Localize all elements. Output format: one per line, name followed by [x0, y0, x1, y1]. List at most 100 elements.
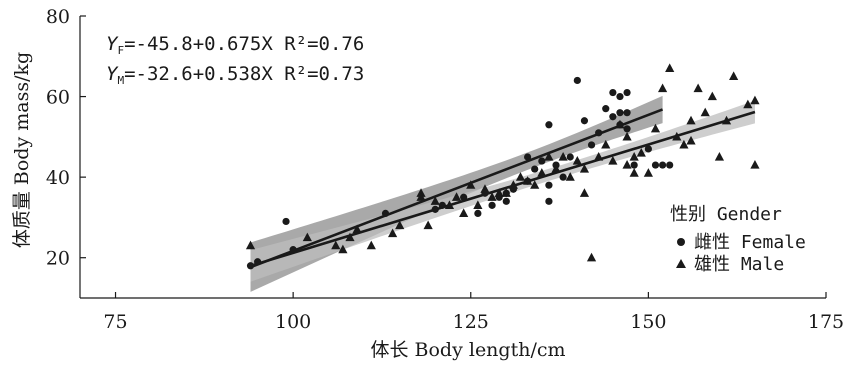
female-point — [666, 161, 674, 169]
female-point — [630, 161, 638, 169]
female-point — [623, 125, 631, 133]
male-point — [352, 224, 362, 234]
male-point — [657, 83, 668, 93]
male-point — [750, 95, 760, 105]
regression-line-female — [250, 108, 664, 269]
male-point — [388, 228, 398, 238]
male-point — [565, 172, 575, 181]
regression-line-male — [250, 110, 756, 268]
female-point — [623, 109, 631, 117]
female-point — [602, 105, 610, 113]
male-point — [643, 168, 653, 177]
female-point — [488, 201, 496, 209]
male-point — [537, 168, 547, 177]
male-point — [558, 152, 568, 161]
y-tick-label: 80 — [46, 6, 70, 28]
female-point — [531, 165, 539, 173]
male-point — [245, 240, 256, 250]
male-point — [480, 184, 490, 193]
female-point — [651, 161, 660, 169]
male-point — [366, 240, 376, 250]
male-point — [302, 232, 312, 242]
male-point — [572, 156, 582, 165]
male-point — [679, 139, 689, 149]
male-point — [586, 252, 597, 262]
regression-lines — [250, 108, 756, 269]
male-point — [451, 192, 462, 201]
legend-title: 性别 Gender — [670, 204, 782, 225]
male-equation: YM=-32.6+0.538X R²=0.73 — [106, 63, 364, 87]
male-point — [494, 188, 504, 197]
y-tick-label: 40 — [46, 167, 70, 189]
male-point — [544, 152, 554, 161]
male-point — [622, 160, 632, 169]
female-point — [246, 262, 255, 270]
male-point — [672, 131, 682, 141]
legend: 性别 Gender 雌性 Female 雄性 Male — [670, 204, 806, 275]
female-point — [587, 141, 596, 149]
male-point — [551, 164, 561, 173]
male-point — [665, 63, 675, 72]
male-point — [466, 180, 476, 189]
female-point — [566, 153, 574, 161]
female-point — [460, 193, 468, 201]
female-point — [431, 205, 439, 213]
male-point — [345, 232, 355, 242]
x-tick-label: 100 — [275, 311, 311, 333]
male-point — [686, 135, 696, 145]
male-point — [523, 176, 533, 185]
male-point — [622, 131, 632, 141]
male-point — [473, 200, 483, 209]
female-point — [545, 181, 553, 189]
male-point — [331, 240, 341, 250]
male-point — [686, 115, 696, 125]
male-point — [423, 220, 433, 230]
male-point — [693, 83, 703, 93]
male-point — [579, 188, 590, 197]
male-point — [444, 200, 455, 209]
female-point — [609, 88, 617, 97]
male-point — [515, 172, 526, 181]
male-point — [707, 91, 717, 101]
male-point — [629, 152, 639, 161]
male-point — [430, 196, 440, 205]
male-point — [338, 244, 348, 254]
female-point — [289, 246, 297, 254]
male-point — [395, 220, 405, 230]
male-point — [750, 160, 760, 169]
male-point — [700, 107, 710, 117]
female-point — [644, 145, 652, 153]
male-point — [487, 192, 497, 201]
male-point — [721, 115, 732, 125]
x-tick-label: 150 — [630, 311, 666, 333]
legend-female-marker — [677, 238, 685, 246]
male-point — [629, 168, 639, 177]
male-point — [508, 180, 518, 189]
female-point — [573, 76, 581, 85]
female-point — [524, 153, 532, 161]
x-axis-label: 体长 Body length/cm — [370, 339, 565, 361]
female-point — [381, 209, 390, 217]
male-point — [608, 156, 618, 165]
x-tick-label: 125 — [453, 311, 489, 333]
y-axis-label: 体质量 Body mass/kg — [11, 52, 33, 248]
female-point — [595, 129, 603, 137]
y-axis-ticks: 20 40 60 80 — [46, 6, 86, 270]
male-point — [714, 152, 725, 161]
female-point — [609, 113, 617, 121]
male-point — [650, 123, 661, 133]
female-point — [545, 197, 553, 205]
data-points — [245, 63, 760, 270]
female-point — [623, 88, 631, 97]
male-point — [579, 164, 590, 173]
male-point — [743, 99, 753, 109]
legend-female-label: 雌性 Female — [694, 232, 806, 253]
male-point — [636, 147, 646, 157]
female-point — [502, 197, 510, 205]
confidence-band-male — [250, 100, 755, 282]
legend-male-label: 雄性 Male — [694, 254, 784, 275]
x-axis-ticks: 75 100 125 150 175 — [103, 292, 843, 333]
male-point — [601, 139, 611, 149]
female-point — [538, 157, 546, 165]
